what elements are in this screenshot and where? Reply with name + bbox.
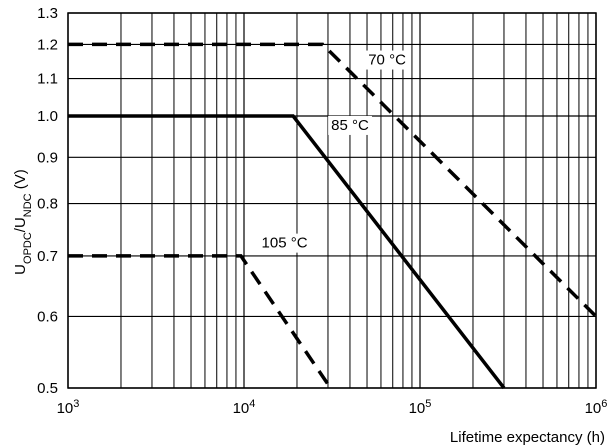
y-label-sub2: NDC	[22, 193, 34, 217]
y-tick-label: 1.1	[37, 71, 58, 88]
y-tick-label: 0.6	[37, 308, 58, 325]
series-label-bg-3	[258, 233, 311, 253]
y-label-sub1: OPDC	[22, 232, 34, 264]
x-tick-exponent: 3	[73, 398, 79, 410]
minor-gridlines	[120, 13, 589, 388]
x-tick-base: 10	[57, 400, 74, 417]
x-tick-label: 103	[57, 398, 80, 417]
y-tick-label: 1.2	[37, 36, 58, 53]
x-tick-exponent: 4	[249, 398, 255, 410]
y-tick-label: 0.7	[37, 248, 58, 265]
series-label-1: 70 °C	[368, 52, 406, 69]
y-tick-label: 0.8	[37, 196, 58, 213]
series-line-3	[68, 254, 332, 389]
x-tick-exponent: 6	[601, 398, 607, 410]
x-tick-base: 10	[233, 400, 250, 417]
y-tick-label: 0.5	[37, 380, 58, 397]
series-line-2	[68, 114, 506, 390]
plot-frame	[67, 12, 597, 389]
series-line-1	[68, 42, 598, 318]
series-label-3: 105 °C	[262, 235, 308, 252]
y-tick-labels: 0.5 0.6 0.7 0.8 0.9 1.0 1.1 1.2 1.3	[37, 5, 58, 397]
x-axis-label: Lifetime expectancy (h)	[450, 429, 605, 446]
x-tick-label: 104	[233, 398, 256, 417]
y-tick-label: 1.3	[37, 5, 58, 22]
y-tick-label: 1.0	[37, 108, 58, 125]
y-label-mid: /U	[12, 217, 29, 232]
series-label-bg-1	[365, 50, 410, 70]
y-label-tail: (V)	[12, 169, 29, 193]
series-lines: 70 °C 85 °C 105 °C	[68, 42, 598, 390]
y-axis-label: UOPDC/UNDC (V)	[12, 169, 34, 275]
y-tick-label: 0.9	[37, 149, 58, 166]
x-tick-label: 105	[409, 398, 432, 417]
x-tick-label: 106	[585, 398, 608, 417]
x-tick-exponent: 5	[425, 398, 431, 410]
series-label-2: 85 °C	[331, 117, 369, 134]
y-label-base: U	[12, 264, 29, 275]
x-tick-labels: 103 104 105 106	[57, 398, 608, 417]
series-label-bg-2	[328, 115, 372, 135]
major-gridlines	[67, 12, 597, 389]
x-tick-base: 10	[409, 400, 426, 417]
x-tick-base: 10	[585, 400, 602, 417]
